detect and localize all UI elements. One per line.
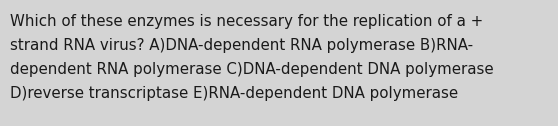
Text: dependent RNA polymerase C)DNA-dependent DNA polymerase: dependent RNA polymerase C)DNA-dependent…: [10, 62, 494, 77]
Text: strand RNA virus? A)DNA-dependent RNA polymerase B)RNA-: strand RNA virus? A)DNA-dependent RNA po…: [10, 38, 473, 53]
Text: D)reverse transcriptase E)RNA-dependent DNA polymerase: D)reverse transcriptase E)RNA-dependent …: [10, 86, 458, 101]
Text: Which of these enzymes is necessary for the replication of a +: Which of these enzymes is necessary for …: [10, 14, 483, 29]
